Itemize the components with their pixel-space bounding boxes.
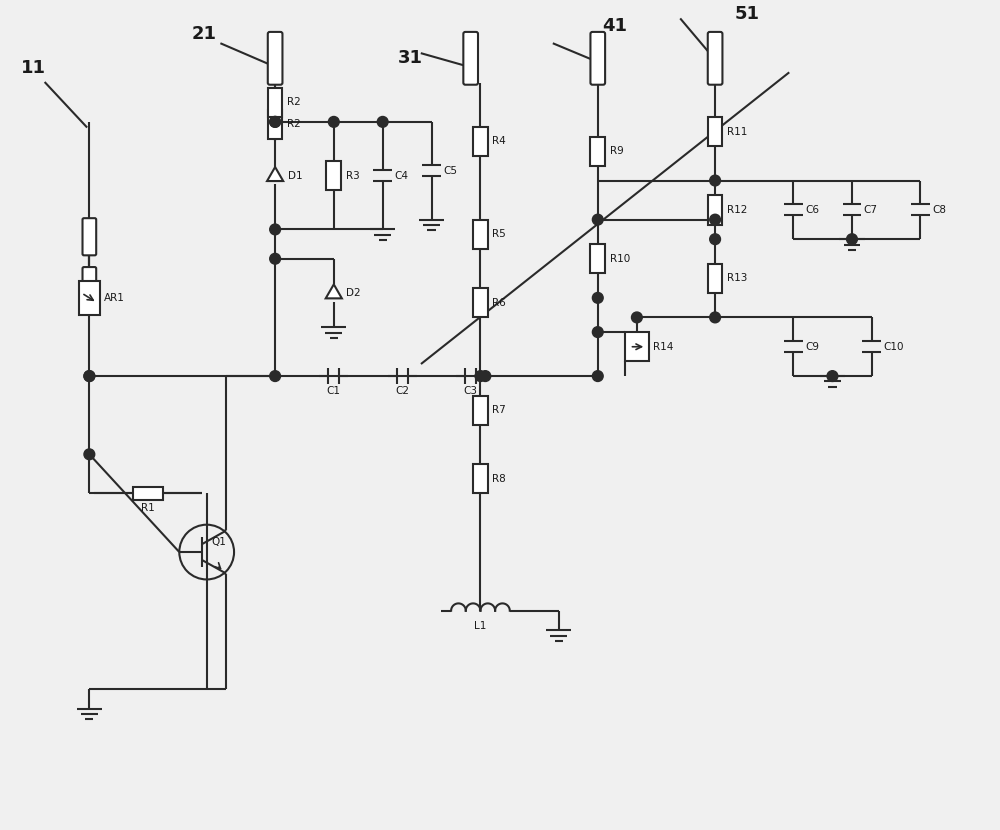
Text: L1: L1: [474, 621, 487, 631]
Bar: [625, 332, 649, 361]
Text: R2: R2: [287, 97, 301, 107]
Circle shape: [84, 449, 95, 460]
Text: R14: R14: [653, 342, 673, 352]
Bar: [473, 288, 488, 317]
Text: C4: C4: [394, 171, 408, 181]
FancyBboxPatch shape: [708, 32, 722, 85]
Text: 51: 51: [735, 5, 760, 23]
FancyBboxPatch shape: [463, 32, 478, 85]
Text: 41: 41: [603, 17, 628, 35]
Text: D1: D1: [288, 171, 302, 181]
Text: C3: C3: [464, 386, 478, 396]
Text: R6: R6: [492, 298, 506, 308]
FancyBboxPatch shape: [590, 32, 605, 85]
Bar: [708, 264, 722, 293]
Text: R4: R4: [492, 136, 506, 146]
Polygon shape: [267, 167, 283, 181]
Text: R1: R1: [141, 503, 155, 513]
Bar: [326, 161, 341, 190]
Text: R5: R5: [492, 229, 506, 239]
Bar: [708, 117, 722, 146]
Circle shape: [592, 327, 603, 338]
Text: R9: R9: [610, 146, 623, 156]
Polygon shape: [326, 285, 342, 298]
Circle shape: [827, 371, 838, 382]
Text: Q1: Q1: [212, 537, 226, 547]
Circle shape: [480, 371, 491, 382]
Text: R3: R3: [346, 171, 359, 181]
Circle shape: [270, 224, 280, 235]
Text: C8: C8: [932, 205, 946, 215]
Text: R2: R2: [287, 120, 301, 129]
Text: D2: D2: [346, 288, 361, 298]
Circle shape: [592, 371, 603, 382]
Text: R10: R10: [610, 254, 630, 264]
Text: R11: R11: [727, 127, 747, 137]
Circle shape: [592, 292, 603, 303]
Bar: [590, 244, 605, 273]
Circle shape: [632, 312, 642, 323]
Text: R8: R8: [492, 474, 506, 484]
Circle shape: [84, 371, 95, 382]
Bar: [473, 464, 488, 493]
Circle shape: [270, 253, 280, 264]
Circle shape: [710, 312, 720, 323]
Text: C6: C6: [805, 205, 819, 215]
Circle shape: [710, 214, 720, 225]
Text: AR1: AR1: [104, 293, 125, 303]
FancyBboxPatch shape: [83, 267, 96, 305]
Text: C7: C7: [864, 205, 878, 215]
Text: 21: 21: [192, 25, 217, 43]
Circle shape: [270, 371, 280, 382]
Bar: [473, 127, 488, 156]
FancyBboxPatch shape: [83, 218, 96, 256]
Bar: [473, 220, 488, 249]
Text: C1: C1: [327, 386, 341, 396]
Bar: [708, 195, 722, 225]
Text: R7: R7: [492, 405, 506, 415]
Text: C5: C5: [443, 166, 457, 176]
Bar: [473, 396, 488, 425]
Circle shape: [592, 214, 603, 225]
Circle shape: [84, 371, 95, 382]
Bar: [133, 486, 163, 500]
FancyBboxPatch shape: [268, 32, 282, 85]
Bar: [268, 110, 282, 139]
Circle shape: [710, 175, 720, 186]
Text: 31: 31: [397, 49, 422, 67]
Text: R12: R12: [727, 205, 747, 215]
Bar: [79, 281, 100, 315]
Bar: [590, 136, 605, 166]
Text: C9: C9: [805, 342, 819, 352]
Circle shape: [270, 116, 280, 127]
Text: C2: C2: [395, 386, 409, 396]
Circle shape: [270, 116, 280, 127]
Bar: [268, 88, 282, 117]
Text: 11: 11: [21, 59, 46, 77]
Circle shape: [377, 116, 388, 127]
Text: C10: C10: [883, 342, 904, 352]
Circle shape: [847, 234, 857, 245]
Circle shape: [710, 234, 720, 245]
Text: R13: R13: [727, 273, 747, 283]
Circle shape: [475, 371, 486, 382]
Circle shape: [328, 116, 339, 127]
